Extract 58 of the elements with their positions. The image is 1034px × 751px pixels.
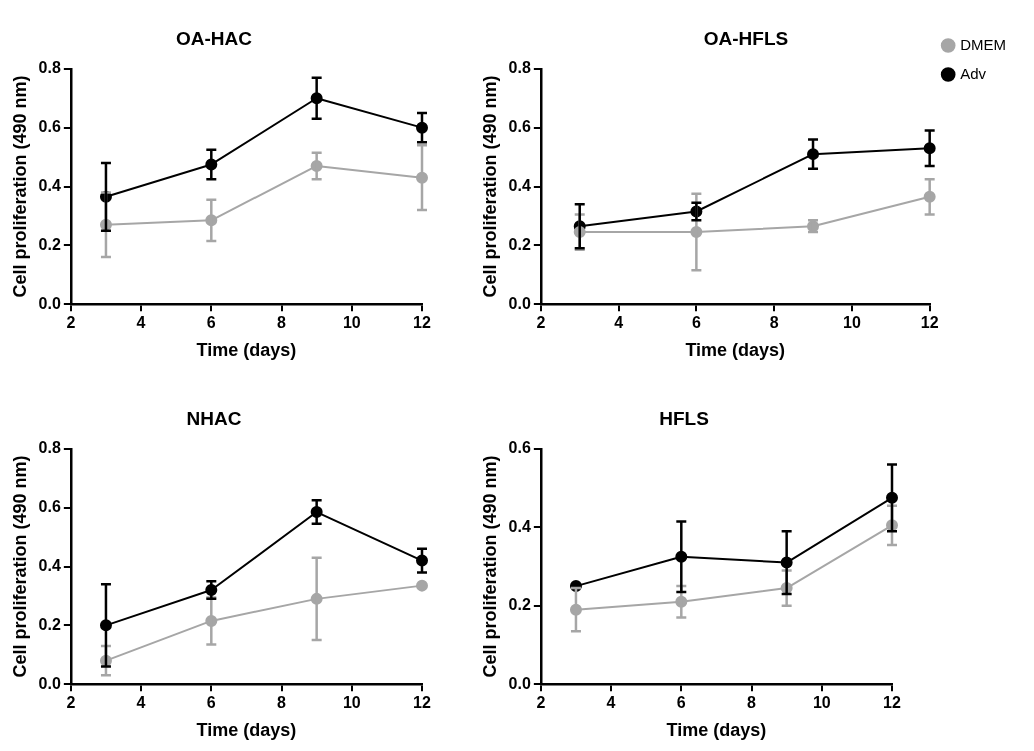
x-tick-label: 2 <box>536 694 546 712</box>
x-tick-label: 4 <box>136 694 146 712</box>
y-tick-label: 0.6 <box>38 498 61 516</box>
y-axis-title: Cell proliferation (490 nm) <box>479 455 500 678</box>
x-tick-label: 12 <box>920 314 939 332</box>
x-tick-label: 2 <box>66 314 76 332</box>
x-tick-label: 8 <box>769 314 779 332</box>
x-tick-label: 8 <box>277 694 287 712</box>
y-tick-label: 0.8 <box>38 59 61 77</box>
x-tick-label: 4 <box>136 314 146 332</box>
y-tick-label: 0.4 <box>508 517 531 535</box>
chart-title: OA-HAC <box>176 27 253 49</box>
y-axis-title: Cell proliferation (490 nm) <box>9 75 30 298</box>
y-tick-label: 0.2 <box>38 615 61 633</box>
y-tick-label: 0.0 <box>508 294 531 312</box>
x-tick-label: 4 <box>614 314 624 332</box>
y-tick-label: 0.2 <box>38 235 61 253</box>
x-tick-label: 4 <box>606 694 616 712</box>
y-tick-label: 0.6 <box>508 439 531 457</box>
y-tick-label: 0.8 <box>508 59 531 77</box>
y-tick-label: 0.6 <box>38 118 61 136</box>
y-tick-label: 0.4 <box>508 176 531 194</box>
x-tick-label: 8 <box>277 314 287 332</box>
x-tick-label: 10 <box>812 694 831 712</box>
x-tick-label: 2 <box>66 694 76 712</box>
x-axis-title: Time (days) <box>666 720 767 741</box>
legend-label: DMEM <box>960 35 1006 53</box>
x-axis-title: Time (days) <box>196 720 297 741</box>
y-tick-label: 0.0 <box>38 674 61 692</box>
x-tick-label: 12 <box>883 694 901 712</box>
x-tick-label: 12 <box>413 314 431 332</box>
chart-title: HFLS <box>659 407 709 429</box>
y-tick-label: 0.2 <box>508 596 531 614</box>
legend-label: Adv <box>960 64 987 82</box>
x-tick-label: 6 <box>691 314 701 332</box>
y-tick-label: 0.0 <box>38 294 61 312</box>
x-tick-label: 12 <box>413 694 431 712</box>
point <box>416 579 428 592</box>
y-tick-label: 0.6 <box>508 118 531 136</box>
chart-title: OA-HFLS <box>703 27 789 49</box>
x-tick-label: 6 <box>676 694 686 712</box>
y-axis-title: Cell proliferation (490 nm) <box>479 75 500 298</box>
x-tick-label: 10 <box>342 694 361 712</box>
x-tick-label: 2 <box>536 314 546 332</box>
y-axis-title: Cell proliferation (490 nm) <box>9 455 30 678</box>
y-tick-label: 0.0 <box>508 674 531 692</box>
y-tick-label: 0.8 <box>38 439 61 457</box>
x-axis-title: Time (days) <box>685 340 786 361</box>
x-tick-label: 6 <box>206 314 216 332</box>
y-tick-label: 0.4 <box>38 556 61 574</box>
x-tick-label: 6 <box>206 694 216 712</box>
chart-title: NHAC <box>186 407 242 429</box>
y-tick-label: 0.4 <box>38 176 61 194</box>
x-tick-label: 8 <box>747 694 757 712</box>
x-tick-label: 10 <box>342 314 361 332</box>
x-tick-label: 10 <box>843 314 861 332</box>
y-tick-label: 0.2 <box>508 235 531 253</box>
x-axis-title: Time (days) <box>196 340 297 361</box>
